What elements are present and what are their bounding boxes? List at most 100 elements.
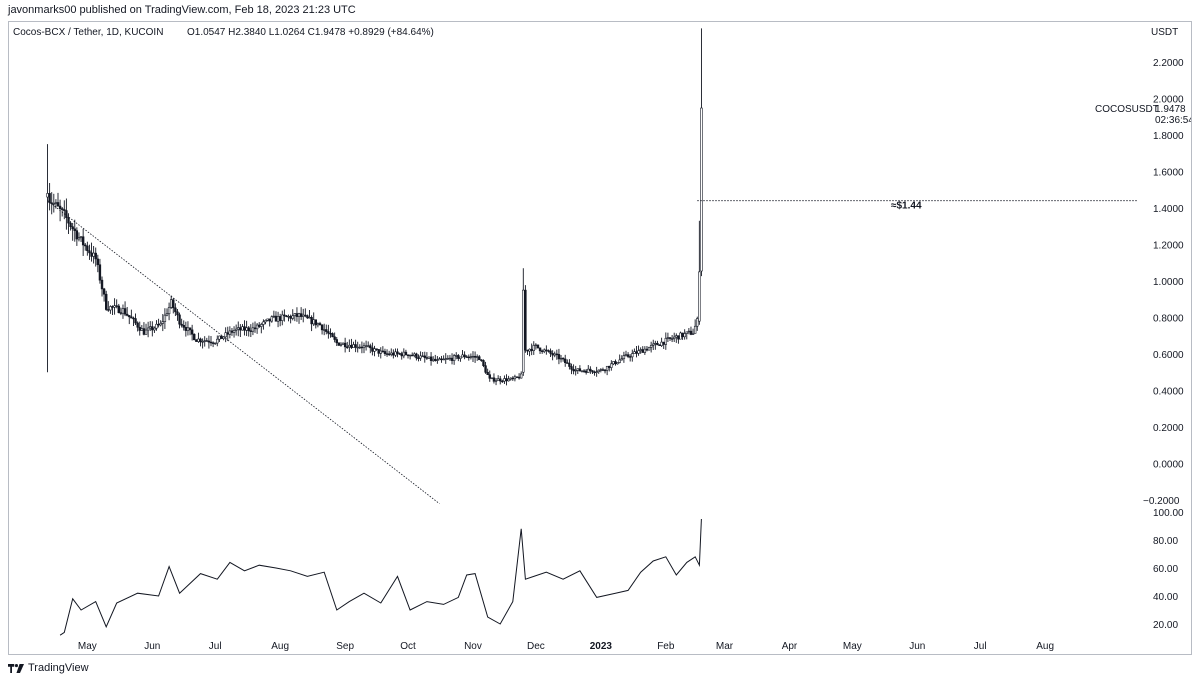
candle bbox=[237, 321, 240, 337]
candle bbox=[79, 236, 83, 242]
candle bbox=[683, 329, 686, 340]
candle bbox=[274, 311, 278, 322]
candle bbox=[291, 309, 294, 321]
candle bbox=[52, 193, 56, 213]
candle-body bbox=[302, 314, 305, 317]
candle bbox=[626, 352, 630, 359]
candle bbox=[371, 342, 374, 356]
candle bbox=[595, 366, 598, 377]
candle-body bbox=[119, 312, 123, 314]
candle-body bbox=[536, 344, 540, 349]
candle-body bbox=[429, 356, 433, 361]
candle-body bbox=[182, 325, 185, 328]
candle-body bbox=[519, 373, 523, 379]
candle bbox=[429, 352, 433, 366]
price-tick-label: 1.4000 bbox=[1153, 204, 1184, 215]
candle-body bbox=[618, 359, 621, 363]
candle-body bbox=[612, 361, 615, 365]
candle-body bbox=[123, 308, 127, 315]
candle bbox=[115, 299, 118, 309]
candle-body bbox=[46, 193, 49, 198]
candle bbox=[496, 375, 500, 381]
candle bbox=[247, 326, 250, 337]
candle-body bbox=[568, 362, 571, 367]
candle-body bbox=[505, 378, 508, 382]
candle bbox=[73, 219, 76, 242]
candle bbox=[239, 324, 242, 338]
candle-body bbox=[138, 326, 141, 331]
candle-body bbox=[285, 315, 288, 318]
candle bbox=[96, 254, 100, 273]
price-tick-label: −0.2000 bbox=[1143, 496, 1180, 507]
candle-body bbox=[100, 279, 104, 290]
candle-body bbox=[73, 228, 76, 231]
candle bbox=[427, 356, 431, 359]
candle-body bbox=[304, 314, 307, 317]
candle-body bbox=[398, 353, 401, 355]
candle bbox=[249, 324, 253, 338]
candle-body bbox=[299, 313, 303, 317]
candle bbox=[628, 354, 632, 362]
candle-body bbox=[228, 330, 232, 335]
candle-body bbox=[551, 353, 554, 356]
candle-body bbox=[463, 354, 466, 358]
candle-body bbox=[251, 327, 255, 332]
candle-body bbox=[672, 336, 676, 339]
candle bbox=[668, 337, 672, 341]
candle-body bbox=[549, 350, 552, 354]
candle-body bbox=[322, 329, 326, 331]
price-tick-label: 0.8000 bbox=[1153, 314, 1184, 325]
chart-legend-ohlc: O1.0547 H2.3840 L1.0264 C1.9478 +0.8929 … bbox=[187, 27, 434, 38]
candle bbox=[140, 325, 144, 331]
candle bbox=[193, 333, 196, 341]
candle-body bbox=[633, 351, 636, 354]
candle bbox=[689, 326, 693, 336]
candle bbox=[350, 338, 353, 349]
candle bbox=[564, 354, 567, 367]
candle bbox=[480, 359, 483, 362]
candle bbox=[400, 351, 403, 360]
candle bbox=[408, 354, 412, 360]
candle-body bbox=[272, 315, 276, 318]
candle bbox=[184, 321, 188, 337]
candle bbox=[545, 345, 548, 355]
candle bbox=[624, 350, 628, 357]
oscillator-line bbox=[59, 518, 702, 636]
candle-body bbox=[102, 288, 106, 295]
chart-frame[interactable]: USDT 2.2000 2.0000 1.8000 1.6000 1.4000 1.2000… bbox=[8, 21, 1192, 655]
candle-body bbox=[371, 347, 374, 352]
candle bbox=[419, 351, 422, 361]
candle bbox=[494, 378, 498, 386]
candle-body bbox=[484, 365, 487, 373]
candle bbox=[478, 355, 481, 361]
candle bbox=[538, 347, 542, 355]
candle bbox=[220, 335, 223, 339]
candle-body bbox=[98, 264, 102, 281]
candle-body bbox=[475, 356, 479, 358]
candle-body bbox=[605, 365, 609, 371]
candle-body bbox=[136, 322, 139, 328]
candle bbox=[513, 374, 517, 382]
candle-body bbox=[509, 377, 512, 380]
price-tick-label: 1.0000 bbox=[1153, 277, 1184, 288]
candle-body bbox=[452, 355, 456, 361]
candle bbox=[335, 337, 338, 347]
candle-body bbox=[281, 314, 284, 321]
candle-body bbox=[81, 236, 85, 246]
candle bbox=[398, 352, 401, 355]
candle-body bbox=[595, 371, 598, 373]
candle bbox=[241, 324, 244, 331]
candle bbox=[475, 354, 479, 361]
chart-canvas[interactable]: USDT 2.2000 2.0000 1.8000 1.6000 1.4000 1.2000… bbox=[9, 22, 1191, 654]
candle bbox=[511, 376, 515, 381]
candle bbox=[149, 321, 152, 332]
candle-body bbox=[165, 313, 169, 316]
candle-body bbox=[320, 324, 324, 331]
candle-body bbox=[67, 217, 70, 224]
candle bbox=[119, 307, 123, 316]
candle-body bbox=[287, 316, 290, 318]
candle bbox=[603, 368, 607, 374]
candle-body bbox=[354, 344, 357, 348]
candle-body bbox=[593, 371, 596, 374]
candle-body bbox=[668, 337, 672, 339]
